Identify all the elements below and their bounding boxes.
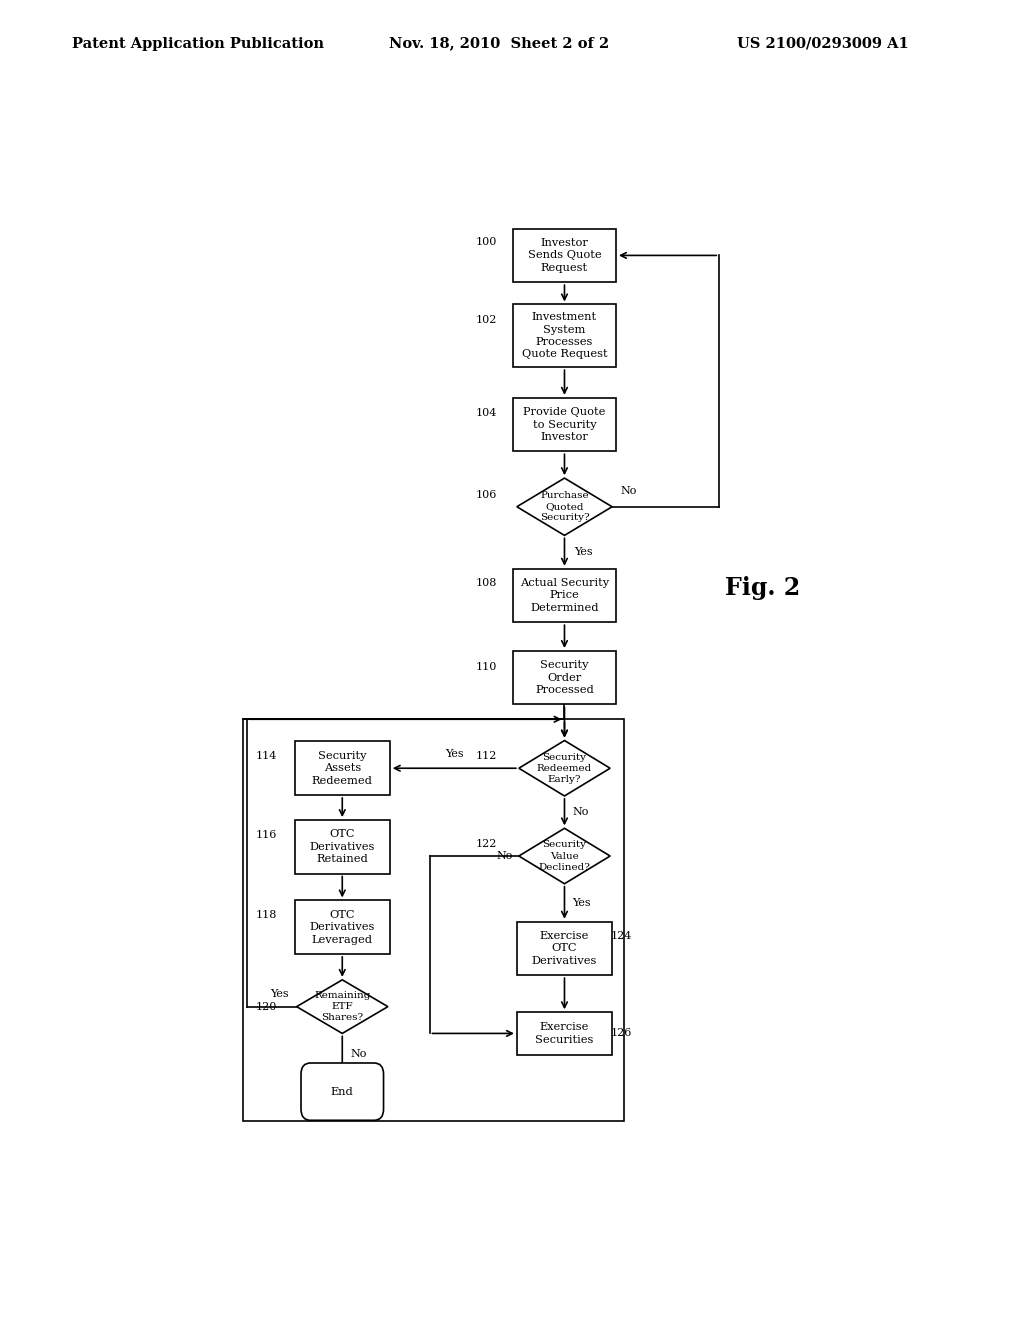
Text: 124: 124 [610,932,632,941]
Text: Yes: Yes [270,989,289,999]
Text: 120: 120 [256,1002,278,1011]
FancyBboxPatch shape [513,569,616,622]
Text: OTC
Derivatives
Retained: OTC Derivatives Retained [309,829,375,865]
Text: Security
Order
Processed: Security Order Processed [536,660,594,696]
Text: OTC
Derivatives
Leveraged: OTC Derivatives Leveraged [309,909,375,945]
Text: 116: 116 [256,830,278,840]
Text: Security
Redeemed
Early?: Security Redeemed Early? [537,752,592,784]
FancyBboxPatch shape [295,900,390,954]
Text: Nov. 18, 2010  Sheet 2 of 2: Nov. 18, 2010 Sheet 2 of 2 [389,37,609,50]
FancyBboxPatch shape [517,921,612,975]
FancyBboxPatch shape [513,397,616,451]
Text: 126: 126 [610,1028,632,1039]
FancyBboxPatch shape [513,228,616,282]
FancyBboxPatch shape [513,305,616,367]
Polygon shape [519,829,610,884]
Polygon shape [517,478,612,536]
Text: 106: 106 [476,490,497,500]
Text: 122: 122 [476,840,497,849]
Text: 110: 110 [476,661,497,672]
Text: 104: 104 [476,408,497,417]
Text: Yes: Yes [572,898,591,908]
FancyBboxPatch shape [295,742,390,795]
Text: Security
Value
Declined?: Security Value Declined? [539,841,591,871]
Text: Purchase
Quoted
Security?: Purchase Quoted Security? [540,491,589,523]
Text: 112: 112 [476,751,497,762]
Text: 100: 100 [476,236,497,247]
Text: No: No [572,807,589,817]
Text: Patent Application Publication: Patent Application Publication [72,37,324,50]
Text: Exercise
Securities: Exercise Securities [536,1022,594,1044]
Text: 118: 118 [256,911,278,920]
Text: No: No [621,486,636,496]
Text: Provide Quote
to Security
Investor: Provide Quote to Security Investor [523,407,605,442]
Text: Yes: Yes [574,546,593,557]
Text: 102: 102 [476,315,497,325]
FancyBboxPatch shape [517,1012,612,1055]
Text: Remaining
ETF
Shares?: Remaining ETF Shares? [314,991,371,1022]
Text: End: End [331,1086,353,1097]
Text: Yes: Yes [445,748,464,759]
Text: Exercise
OTC
Derivatives: Exercise OTC Derivatives [531,931,597,966]
FancyBboxPatch shape [295,820,390,874]
Polygon shape [519,741,610,796]
Text: Security
Assets
Redeemed: Security Assets Redeemed [312,751,373,785]
Text: No: No [350,1049,367,1059]
Text: Actual Security
Price
Determined: Actual Security Price Determined [520,578,609,612]
FancyBboxPatch shape [513,651,616,705]
Polygon shape [297,979,388,1034]
Text: 114: 114 [256,751,278,762]
Text: Investment
System
Processes
Quote Request: Investment System Processes Quote Reques… [521,313,607,359]
Text: US 2100/0293009 A1: US 2100/0293009 A1 [737,37,909,50]
Text: 108: 108 [476,578,497,589]
Text: No: No [496,851,512,861]
FancyBboxPatch shape [301,1063,384,1121]
Text: Fig. 2: Fig. 2 [725,576,801,601]
Text: Investor
Sends Quote
Request: Investor Sends Quote Request [527,238,601,273]
